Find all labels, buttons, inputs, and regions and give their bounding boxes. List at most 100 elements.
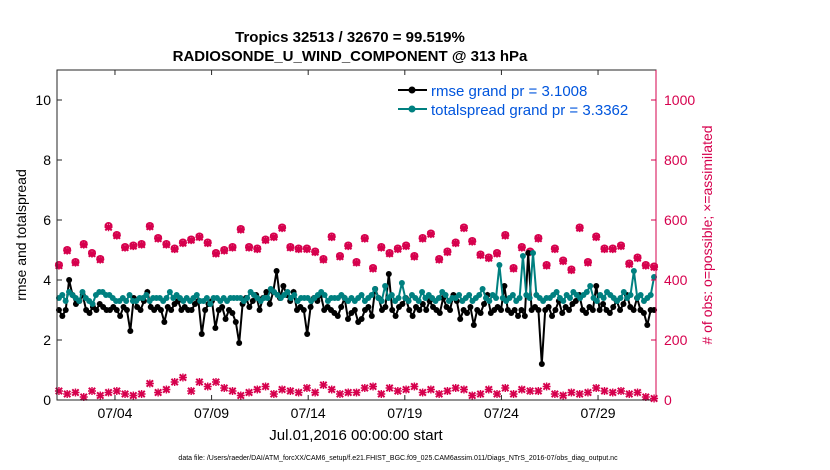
rmse-point <box>127 328 134 334</box>
obs-assimilated-marker-cross <box>145 222 154 231</box>
obs-assimilated-marker-cross <box>550 390 559 398</box>
y2-tick-label: 0 <box>664 392 672 408</box>
obs-assimilated-marker-cross <box>583 258 592 267</box>
obs-assimilated-marker-cross <box>641 261 650 270</box>
totalspread-point <box>398 280 405 286</box>
obs-assimilated-marker-cross <box>236 225 245 234</box>
rmse-point <box>409 313 416 319</box>
obs-assimilated-marker-cross <box>104 223 113 232</box>
obs-assimilated-marker-cross <box>550 245 559 254</box>
obs-assimilated-marker-cross <box>517 385 526 394</box>
totalspread-point <box>419 289 426 295</box>
obs-assimilated-marker-cross <box>228 243 237 252</box>
rmse-point <box>66 277 73 283</box>
obs-assimilated-marker-cross <box>178 373 187 382</box>
obs-assimilated-marker-cross <box>410 382 419 391</box>
obs-assimilated-marker-cross <box>170 378 179 386</box>
rmse-point <box>62 307 69 313</box>
totalspread-point <box>76 298 83 304</box>
obs-assimilated-marker-cross <box>418 234 427 243</box>
obs-assimilated-marker-cross <box>625 390 634 398</box>
obs-assimilated-marker-cross <box>195 233 204 242</box>
rmse-point <box>236 340 243 346</box>
obs-assimilated-marker-cross <box>385 249 394 258</box>
obs-assimilated-marker-cross <box>269 233 278 242</box>
totalspread-point <box>123 298 130 304</box>
rmse-point <box>280 283 287 289</box>
totalspread-point <box>378 298 385 304</box>
obs-assimilated-marker-cross <box>410 252 419 261</box>
obs-assimilated-marker-cross <box>112 231 121 240</box>
rmse-point <box>358 316 365 322</box>
obs-assimilated-marker-cross <box>302 245 311 254</box>
rmse-point <box>266 301 273 307</box>
rmse-point <box>117 313 124 319</box>
obs-assimilated-marker-cross <box>559 257 568 266</box>
totalspread-point <box>435 295 442 301</box>
legend-spread-marker <box>408 105 416 113</box>
obs-assimilated-marker-cross <box>121 243 130 252</box>
series-layer <box>55 250 658 367</box>
x-tick-label: 07/14 <box>291 405 326 421</box>
obs-assimilated-marker-cross <box>402 242 411 251</box>
obs-assimilated-marker-cross <box>335 252 344 261</box>
rmse-point <box>617 307 624 313</box>
obs-assimilated-marker-cross <box>162 385 171 394</box>
obs-assimilated-marker-cross <box>451 384 460 392</box>
obs-assimilated-marker-cross <box>294 245 303 254</box>
rmse-point <box>416 307 423 313</box>
obs-assimilated-marker-cross <box>154 388 163 397</box>
totalspread-point <box>264 295 271 301</box>
obs-assimilated-marker-cross <box>220 384 229 392</box>
obs-assimilated-marker-cross <box>335 390 344 398</box>
totalspread-point <box>553 289 560 295</box>
legend-rmse-marker <box>408 86 416 94</box>
obs-assimilated-marker-cross <box>426 230 435 239</box>
obs-assimilated-marker-cross <box>509 264 518 273</box>
obs-assimilated-marker-cross <box>650 394 659 403</box>
totalspread-point <box>59 292 66 298</box>
legend-spread-label: totalspread grand pr = 3.3362 <box>431 102 628 119</box>
legend: rmse grand pr = 3.1008 totalspread grand… <box>395 79 651 120</box>
obs-assimilated-marker-cross <box>617 242 626 251</box>
obs-assimilated-marker-cross <box>311 248 320 257</box>
obs-assimilated-marker-cross <box>559 391 568 400</box>
obs-assimilated-marker-cross <box>617 387 626 395</box>
obs-assimilated-marker-cross <box>542 382 551 391</box>
totalspread-point <box>166 289 173 295</box>
obs-assimilated-marker-cross <box>459 385 468 394</box>
y-tick-label: 8 <box>43 152 51 168</box>
obs-assimilated-marker-cross <box>162 240 171 249</box>
obs-assimilated-marker-cross <box>493 390 502 398</box>
totalspread-point <box>620 289 627 295</box>
obs-assimilated-marker-cross <box>476 390 485 398</box>
totalspread-point <box>415 298 422 304</box>
rmse-point <box>406 307 413 313</box>
obs-assimilated-marker-cross <box>87 249 96 258</box>
obs-assimilated-marker-cross <box>476 251 485 260</box>
legend-box <box>395 79 651 120</box>
rmse-point <box>521 313 528 319</box>
obs-assimilated-marker-cross <box>369 382 378 391</box>
obs-assimilated-marker-cross <box>418 388 427 397</box>
obs-assimilated-marker-cross <box>501 231 510 240</box>
obs-assimilated-marker-cross <box>145 379 154 388</box>
rmse-point <box>219 304 226 310</box>
totalspread-point <box>371 286 378 292</box>
obs-assimilated-marker-cross <box>96 255 105 264</box>
obs-assimilated-marker-cross <box>54 261 63 270</box>
totalspread-point <box>526 295 533 301</box>
obs-assimilated-marker-cross <box>600 387 609 395</box>
rmse-point <box>382 304 389 310</box>
totalspread-point <box>583 289 590 295</box>
totalspread-point <box>647 292 654 298</box>
obs-assimilated-marker-cross <box>211 378 220 386</box>
rmse-point <box>168 307 175 313</box>
obs-assimilated-marker-cross <box>484 254 493 263</box>
rmse-point <box>389 307 396 313</box>
totalspread-point <box>62 298 69 304</box>
obs-assimilated-marker-cross <box>435 255 444 264</box>
obs-assimilated-marker-cross <box>178 239 187 248</box>
obs-assimilated-marker-cross <box>377 243 386 252</box>
totalspread-point <box>637 292 644 298</box>
